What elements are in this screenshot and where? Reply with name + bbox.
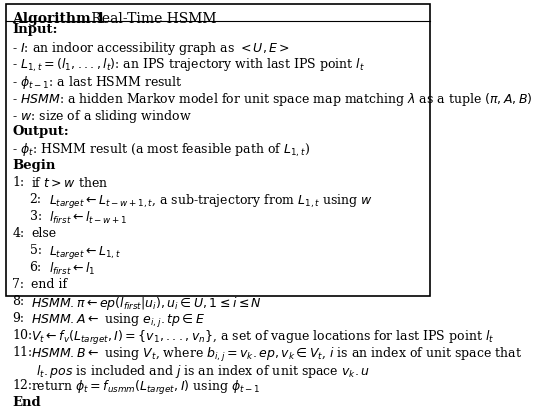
Text: $l_t.pos$ is included and $j$ is an index of unit space $v_k.u$: $l_t.pos$ is included and $j$ is an inde… [36, 362, 370, 380]
Text: $l_{first} \leftarrow l_1$: $l_{first} \leftarrow l_1$ [49, 261, 95, 277]
Text: - $L_{1,t} = (l_1,...,l_t)$: an IPS trajectory with last IPS point $l_t$: - $L_{1,t} = (l_1,...,l_t)$: an IPS traj… [12, 57, 365, 74]
Text: 4:: 4: [12, 227, 25, 240]
Text: Begin: Begin [12, 159, 56, 172]
Text: - $w$: size of a sliding window: - $w$: size of a sliding window [12, 108, 192, 125]
Text: if $t > w$ then: if $t > w$ then [31, 176, 108, 190]
Text: $HSMM.\pi \leftarrow ep(l_{first}|u_i), u_i \in U, 1 \leq i \leq N$: $HSMM.\pi \leftarrow ep(l_{first}|u_i), … [31, 295, 262, 312]
Text: 8:: 8: [12, 295, 25, 308]
Text: 7:: 7: [12, 278, 24, 291]
Text: 11:: 11: [12, 346, 32, 359]
Text: $HSMM.A \leftarrow$ using $e_{i,j}.tp \in E$: $HSMM.A \leftarrow$ using $e_{i,j}.tp \i… [31, 312, 205, 330]
Text: - $\phi_t$: HSMM result (a most feasible path of $L_{1,t}$): - $\phi_t$: HSMM result (a most feasible… [12, 142, 310, 159]
Text: $L_{target} \leftarrow L_{1,t}$: $L_{target} \leftarrow L_{1,t}$ [49, 244, 121, 261]
Text: return $\phi_t = f_{usmm}(L_{target}, I)$ using $\phi_{t-1}$: return $\phi_t = f_{usmm}(L_{target}, I)… [31, 380, 261, 398]
Text: $V_t \leftarrow f_v(L_{target}, I) = \{v_1,...,v_n\}$, a set of vague locations : $V_t \leftarrow f_v(L_{target}, I) = \{v… [31, 328, 494, 347]
Text: 12:: 12: [12, 380, 32, 393]
Text: $HSMM.B \leftarrow$ using $V_t$, where $b_{i,j} = v_k.ep, v_k \in V_t$, $i$ is a: $HSMM.B \leftarrow$ using $V_t$, where $… [31, 346, 523, 364]
Text: else: else [31, 227, 57, 240]
Text: - $HSMM$: a hidden Markov model for unit space map matching $\lambda$ as a tuple: - $HSMM$: a hidden Markov model for unit… [12, 91, 533, 108]
Text: $l_{first} \leftarrow l_{t-w+1}$: $l_{first} \leftarrow l_{t-w+1}$ [49, 210, 127, 226]
Text: End: End [12, 396, 41, 409]
Text: Real-Time HSMM: Real-Time HSMM [87, 12, 216, 26]
Text: Output:: Output: [12, 125, 69, 138]
Text: 10:: 10: [12, 328, 32, 341]
Text: Algorithm 1: Algorithm 1 [12, 12, 106, 26]
Text: - $I$: an indoor accessibility graph as $< U, E >$: - $I$: an indoor accessibility graph as … [12, 40, 290, 57]
Text: 2:: 2: [29, 193, 41, 206]
Text: Input:: Input: [12, 23, 58, 36]
Text: 3:: 3: [29, 210, 41, 223]
Text: - $\phi_{t-1}$: a last HSMM result: - $\phi_{t-1}$: a last HSMM result [12, 74, 183, 91]
Text: 1:: 1: [12, 176, 25, 189]
Text: 9:: 9: [12, 312, 24, 325]
Text: 5:: 5: [29, 244, 41, 257]
Text: 6:: 6: [29, 261, 41, 274]
Text: end if: end if [31, 278, 68, 291]
Text: $L_{target} \leftarrow L_{t-w+1,t}$, a sub-trajectory from $L_{1,t}$ using $w$: $L_{target} \leftarrow L_{t-w+1,t}$, a s… [49, 193, 373, 211]
